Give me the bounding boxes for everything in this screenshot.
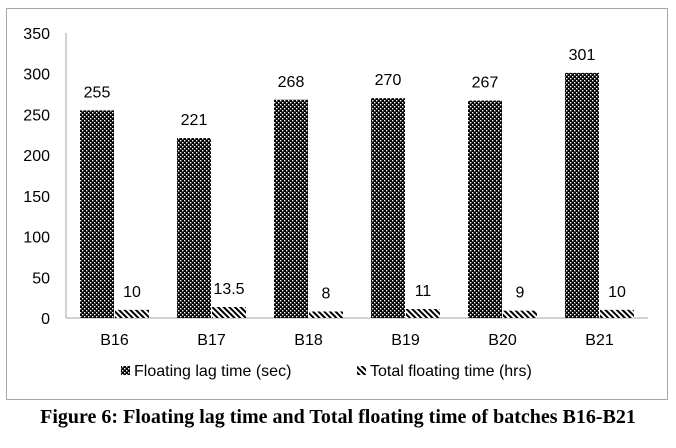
x-tick-label: B20 [488,332,517,349]
bar-total-floating-time [212,307,246,318]
y-tick-label: 350 [23,26,50,43]
bar-total-floating-time [309,311,343,318]
data-label: 267 [472,75,499,92]
bars-layer [80,72,634,319]
axis-layer: 0 50 100 150 200 250 300 350 B16 B17 B18 B19 B20 B21 [23,26,648,349]
bar-floating-lag-time [177,138,211,318]
bar-floating-lag-time [565,72,599,319]
bar-floating-lag-time [80,110,114,318]
data-label: 8 [322,285,331,302]
data-label: 270 [375,72,402,89]
legend: Floating lag time (sec) Total floating ti… [121,363,532,380]
bar-floating-lag-time [468,100,502,318]
bar-total-floating-time [503,310,537,318]
figure-caption: Figure 6: Floating lag time and Total fl… [40,406,636,428]
bar-total-floating-time [115,309,149,318]
bar-total-floating-time [600,309,634,318]
y-tick-label: 50 [32,270,50,287]
legend-label: Total floating time (hrs) [370,363,532,380]
y-tick-label: 100 [23,230,50,247]
data-labels-layer: 255 221 268 270 267 301 10 13.5 8 11 9 10 [84,47,626,303]
bar-floating-lag-time [371,98,405,319]
data-label: 301 [569,47,596,64]
x-tick-label: B18 [294,332,323,349]
bar-floating-lag-time [274,99,308,319]
y-tick-label: 150 [23,189,50,206]
y-tick-label: 200 [23,148,50,165]
data-label: 268 [278,74,305,91]
y-tick-label: 300 [23,67,50,84]
legend-swatch [121,366,130,375]
data-label: 11 [415,283,432,300]
x-tick-label: B21 [585,332,614,349]
legend-swatch [357,366,366,375]
x-tick-label: B17 [197,332,226,349]
x-tick-label: B19 [391,332,420,349]
data-label: 255 [84,84,111,101]
chart-frame [6,8,668,400]
data-label: 10 [123,284,141,301]
data-label: 10 [608,284,626,301]
bar-total-floating-time [406,309,440,318]
x-tick-label: B16 [100,332,129,349]
data-label: 221 [181,112,208,129]
legend-label: Floating lag time (sec) [134,363,291,380]
y-tick-label: 250 [23,107,50,124]
data-label: 9 [516,285,525,302]
y-tick-label: 0 [41,311,50,328]
data-label: 13.5 [213,281,244,298]
